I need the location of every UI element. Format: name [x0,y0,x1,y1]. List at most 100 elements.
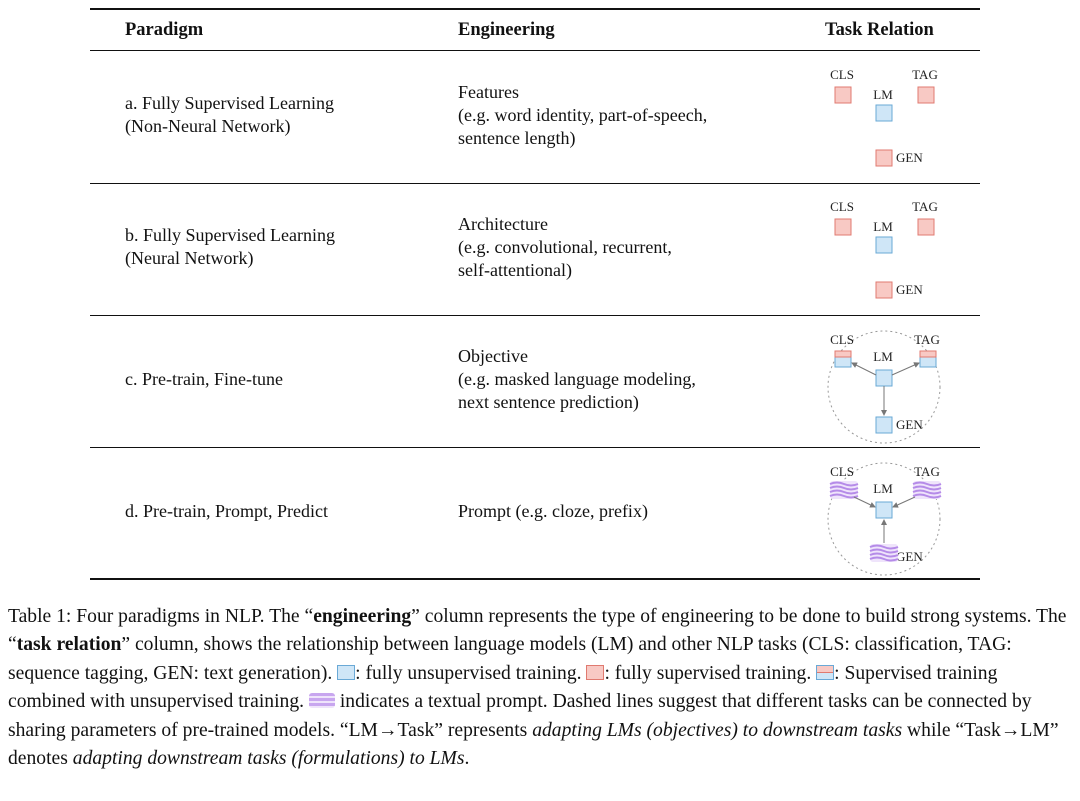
header: Engineering [458,20,555,40]
prompt-wave [869,544,899,550]
arrow [853,496,876,508]
paradigm-line: b. Fully Supervised Learning [125,225,335,245]
header: Paradigm [125,20,204,40]
prompt-wave [869,548,899,554]
task-label: LM [873,219,893,234]
arrow [891,362,920,376]
engineering: Architecture (e.g. convolutional, recurre… [458,213,672,282]
caption-text: ” column, shows the relationship between… [8,634,1012,684]
icon-unsupervised [337,664,356,680]
paradigm: b. Fully Supervised Learning (Neural Netw… [125,224,335,270]
caption-text: . [464,748,470,770]
icon-combined [816,664,835,680]
rule [90,578,980,580]
prompt-wave [912,493,942,499]
task-relation: CLS TAG LM GEN [830,199,938,299]
caption-text: : fully unsupervised training. [355,662,587,684]
task-label: CLS [830,67,854,82]
paradigm-line: d. Pre-train, Prompt, Predict [125,500,328,521]
task-box [834,86,852,104]
engineering-line: sentence length) [458,127,576,148]
paradigm: d. Pre-train, Prompt, Predict [125,500,328,523]
task-label: TAG [912,67,938,82]
caption-text: ” column represents the type of engineer… [8,606,1067,656]
task-box [917,86,935,104]
task-label: LM [873,481,893,496]
prompt-wave [829,485,859,491]
dashed-circle [827,462,941,576]
task-box [875,501,893,519]
task-label: GEN [896,417,923,432]
task-label: GEN [896,549,923,564]
paradigm-line: a. Fully Supervised Learning [125,93,334,113]
prompt-wave [912,485,942,491]
arrow [851,362,877,376]
caption-text: Table 1: Four paradigms in NLP. The “ [8,606,314,627]
prompt-wave [829,489,859,495]
task-box [834,218,852,236]
task-box [875,236,893,254]
engineering-line: (e.g. convolutional, recurrent, [458,236,672,257]
task-box [875,104,893,122]
engineering-line: Features [458,81,519,102]
task-label: LM [873,349,893,364]
icon-supervised [586,664,605,680]
paradigm-line: (Neural Network) [125,248,254,268]
task-label: LM [873,87,893,102]
engineering-line: Architecture [458,213,548,234]
caption-italic: adapting downstream tasks (formulations)… [72,748,465,770]
engineering-line: self-attentional) [458,259,572,280]
engineering: Objective (e.g. masked language modeling,… [458,345,696,414]
icon-prompt [308,693,335,709]
engineering-line: next sentence prediction) [458,391,639,412]
task-label: TAG [914,464,940,479]
rule [90,50,980,51]
caption-bold: engineering [313,606,412,627]
task-relation: CLS TAG LM GEN [827,330,941,444]
caption-text: : fully supervised training. [604,662,817,684]
prompt-wave [869,552,899,558]
rule [90,315,980,316]
caption: Table 1: Four paradigms in NLP. The “eng… [8,603,1074,773]
task-box-top [919,350,937,358]
header: Task Relation [825,20,934,40]
task-label: GEN [896,282,923,297]
task-box [917,218,935,236]
paradigm: c. Pre-train, Fine-tune [125,368,283,391]
task-box [875,369,893,387]
prompt-wave [829,481,859,487]
caption-text: : Supervised training combined with unsu… [8,662,998,713]
caption-text: while “Task→LM” denotes [8,719,1059,770]
engineering: Prompt (e.g. cloze, prefix) [458,500,648,523]
task-label: CLS [830,332,854,347]
top-rule [90,8,980,10]
caption-bold: task relation [16,634,122,656]
prompt-wave [912,489,942,495]
task-relation: CLS TAG LM GEN [827,462,942,576]
prompt-wave [869,556,899,562]
task-box [875,281,893,299]
dashed-circle [827,330,941,444]
task-label: TAG [914,332,940,347]
task-label: CLS [830,464,854,479]
engineering-line: (e.g. word identity, part-of-speech, [458,104,708,125]
arrow [892,496,916,508]
engineering-line: Objective [458,345,528,366]
task-box-top [834,350,852,358]
task-box [875,416,893,434]
prompt-wave [912,481,942,487]
caption-italic: adapting LMs (objectives) to downstream … [532,719,903,741]
engineering-line: (e.g. masked language modeling, [458,368,696,389]
rule [90,447,980,448]
task-box [875,149,893,167]
paradigm: a. Fully Supervised Learning (Non-Neural … [125,92,334,138]
paradigm-line: (Non-Neural Network) [125,116,291,136]
task-relation: CLS TAG LM GEN [830,67,938,167]
caption-text: indicates a textual prompt. Dashed lines… [8,691,1032,741]
engineering: Features (e.g. word identity, part-of-spe… [458,81,707,150]
task-label: TAG [912,199,938,214]
engineering-line: Prompt (e.g. cloze, prefix) [458,500,648,521]
paradigm-line: c. Pre-train, Fine-tune [125,368,283,389]
rule [90,183,980,184]
